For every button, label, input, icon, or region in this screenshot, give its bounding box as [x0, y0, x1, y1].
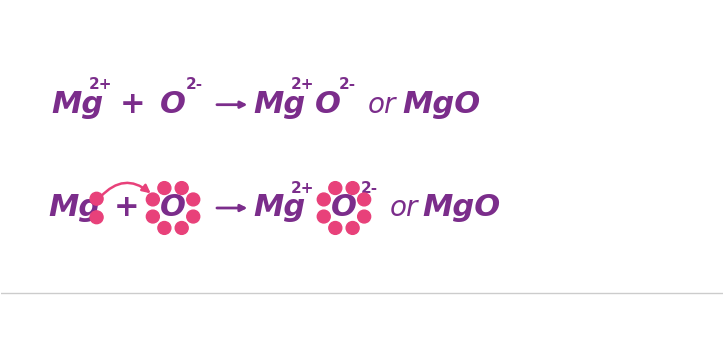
- Text: +: +: [114, 194, 140, 223]
- Text: 2+: 2+: [89, 77, 113, 92]
- Circle shape: [187, 193, 200, 206]
- Text: 2-: 2-: [339, 77, 356, 92]
- Text: MgO: MgO: [423, 194, 500, 223]
- Text: O: O: [314, 90, 340, 119]
- Circle shape: [175, 222, 188, 234]
- Text: Mg: Mg: [253, 194, 306, 223]
- Circle shape: [346, 222, 359, 234]
- Text: MgO: MgO: [403, 90, 481, 119]
- Circle shape: [158, 182, 171, 195]
- Text: 2+: 2+: [290, 77, 314, 92]
- Circle shape: [346, 182, 359, 195]
- Text: 2+: 2+: [290, 181, 314, 196]
- Circle shape: [90, 192, 103, 205]
- Circle shape: [175, 182, 188, 195]
- Text: 2-: 2-: [361, 181, 378, 196]
- Circle shape: [358, 193, 371, 206]
- FancyArrowPatch shape: [101, 183, 148, 197]
- Circle shape: [146, 193, 159, 206]
- Text: O: O: [160, 194, 186, 223]
- Text: 2-: 2-: [186, 77, 203, 92]
- Circle shape: [90, 211, 103, 224]
- Text: Mg: Mg: [49, 194, 101, 223]
- Text: O: O: [331, 194, 357, 223]
- Text: +: +: [120, 90, 146, 119]
- Text: Mg: Mg: [51, 90, 104, 119]
- Circle shape: [317, 210, 330, 223]
- Circle shape: [329, 222, 342, 234]
- Text: O: O: [160, 90, 186, 119]
- Text: or: or: [390, 194, 418, 222]
- Circle shape: [358, 210, 371, 223]
- Text: or: or: [368, 91, 396, 119]
- Circle shape: [187, 210, 200, 223]
- Circle shape: [158, 222, 171, 234]
- Text: Mg: Mg: [253, 90, 306, 119]
- Circle shape: [146, 210, 159, 223]
- Circle shape: [329, 182, 342, 195]
- Circle shape: [317, 193, 330, 206]
